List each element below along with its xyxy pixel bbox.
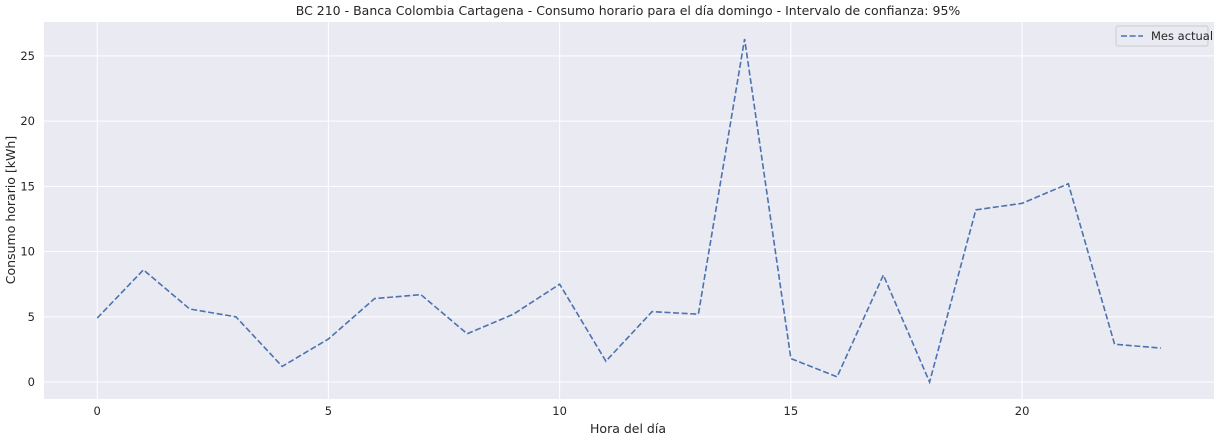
plot-area <box>44 22 1214 399</box>
y-tick-label: 25 <box>20 49 35 63</box>
y-tick-label: 0 <box>28 375 35 389</box>
y-tick-label: 10 <box>20 245 35 259</box>
y-axis-ticks: 0 5 10 15 20 25 <box>20 49 35 389</box>
series-lines <box>96 38 1161 385</box>
x-tick-label: 20 <box>1015 404 1030 418</box>
x-axis-label: Hora del día <box>590 421 666 436</box>
legend-label-mes-actual: Mes actual <box>1151 29 1213 43</box>
y-tick-label: 20 <box>20 114 35 128</box>
legend-box <box>1115 25 1209 47</box>
y-axis-label: Consumo horario [kWh] <box>3 136 18 284</box>
y-tick-label: 15 <box>20 179 35 193</box>
x-axis-ticks: 0 5 10 15 20 <box>94 404 1030 418</box>
grid <box>44 22 1214 399</box>
legend: Mes actual <box>1115 25 1213 47</box>
x-tick-label: 10 <box>552 404 567 418</box>
chart-title: BC 210 - Banca Colombia Cartagena - Cons… <box>296 3 961 18</box>
x-tick-label: 15 <box>784 404 799 418</box>
x-tick-label: 5 <box>325 404 332 418</box>
series-line-mes-actual <box>96 38 1161 385</box>
y-tick-label: 5 <box>28 310 35 324</box>
x-tick-label: 0 <box>94 404 101 418</box>
